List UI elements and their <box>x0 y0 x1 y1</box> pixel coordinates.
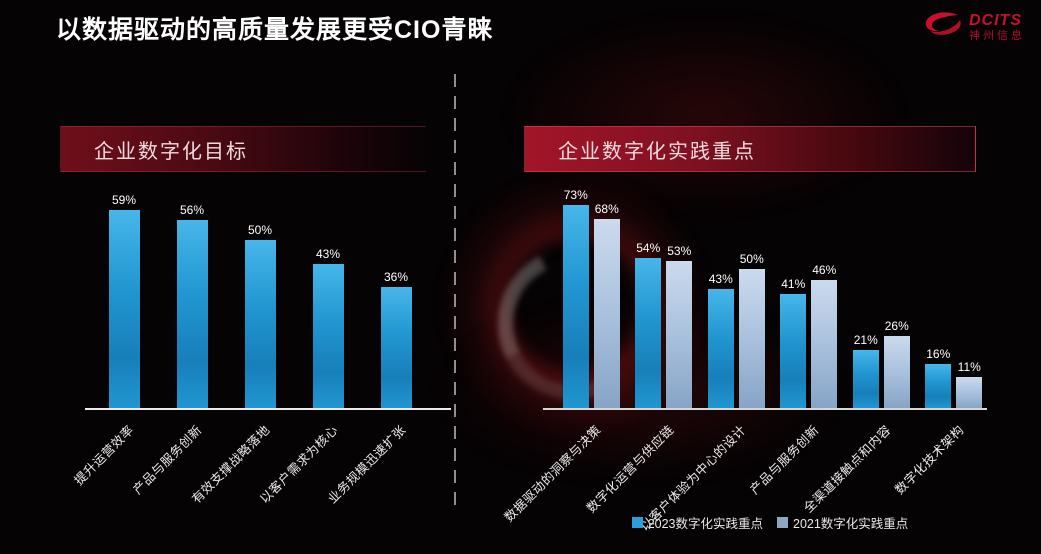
bar-value-label: 50% <box>739 252 764 267</box>
page-title: 以数据驱动的高质量发展更受CIO青睐 <box>56 16 494 44</box>
bar-column: 59% <box>108 190 140 408</box>
bar-group: 43% 50% 以客户体验为中心的设计 <box>638 186 765 534</box>
bar-column: 68% <box>593 186 620 408</box>
practice-focus-bar-chart: 73% 68% 数据驱动的洞察与决策 54% 53% 数字化运营与供应链 43% 50% 以客户… <box>502 186 990 534</box>
company-name: 神州信息 <box>969 30 1025 43</box>
bar-column: 43% <box>707 186 734 408</box>
bar-value-label: 68% <box>594 202 619 217</box>
bar <box>852 349 879 408</box>
bar-group: 41% 46% 产品与服务创新 <box>747 186 838 497</box>
bar <box>244 240 276 408</box>
bar-column: 73% <box>562 186 589 408</box>
bar-value-label: 11% <box>957 360 981 375</box>
bar <box>956 377 983 408</box>
bar-group: 36% 业务规模迅速扩张 <box>325 190 412 506</box>
bar <box>380 287 412 408</box>
right-chart-axis-line <box>543 408 987 410</box>
legend-swatch-2021 <box>777 517 788 528</box>
bar <box>707 288 734 408</box>
bar-group: 56% 产品与服务创新 <box>130 190 208 497</box>
bar-value-label: 46% <box>812 263 837 278</box>
bar-value-label: 56% <box>179 203 205 218</box>
bar <box>925 363 952 408</box>
right-chart-title: 企业数字化实践重点 <box>558 140 756 163</box>
bar <box>883 335 910 408</box>
legend-label: 2023数字化实践重点 <box>647 517 763 531</box>
bar <box>176 220 208 408</box>
legend-item: 2021数字化实践重点 <box>777 513 908 532</box>
bar-column: 16% <box>925 186 952 408</box>
bar-group: 21% 26% 全渠道接触点和内容 <box>801 186 910 515</box>
bar-value-label: 53% <box>667 243 692 258</box>
bar <box>780 294 807 408</box>
bar-value-label: 16% <box>926 346 951 361</box>
bar-column: 21% <box>852 186 879 408</box>
bar-group: 73% 68% 数据驱动的洞察与决策 <box>502 186 620 525</box>
bar-value-label: 43% <box>708 271 733 286</box>
bar-column: 46% <box>811 186 838 408</box>
bar-column: 43% <box>312 190 344 408</box>
bar-value-label: 50% <box>247 223 273 238</box>
category-label: 数字化技术架构 <box>892 422 967 498</box>
brand-logo: DCITS 神州信息 <box>920 8 1025 47</box>
bar-group: 54% 53% 数字化运营与供应链 <box>584 186 693 515</box>
bar-column: 26% <box>883 186 910 408</box>
bar-column: 54% <box>635 186 662 408</box>
bar-value-label: 43% <box>315 246 341 261</box>
bar-value-label: 41% <box>781 277 806 292</box>
brand-logo-text: DCITS 神州信息 <box>969 12 1025 43</box>
bar <box>562 205 589 408</box>
bar <box>312 263 344 408</box>
left-chart-header-banner: 企业数字化目标 <box>60 126 426 172</box>
bar <box>635 258 662 408</box>
bar-group: 59% 提升运营效率 <box>72 190 140 488</box>
dashed-divider <box>454 74 456 506</box>
bar-value-label: 73% <box>563 188 588 203</box>
bar-value-label: 36% <box>383 270 409 285</box>
left-chart-title: 企业数字化目标 <box>94 140 248 163</box>
category-label: 提升运营效率 <box>71 422 137 488</box>
chart-legend: 2023数字化实践重点 2021数字化实践重点 <box>545 513 995 532</box>
bar-column: 50% <box>738 186 765 408</box>
bar <box>738 269 765 408</box>
bar-value-label: 54% <box>636 241 661 256</box>
legend-item: 2023数字化实践重点 <box>631 513 763 532</box>
goals-bar-chart: 59% 提升运营效率 56% 产品与服务创新 50% 有效支撑战略落地 43% 以客户需求为核… <box>72 190 430 506</box>
bar-column: 50% <box>244 190 276 408</box>
left-chart-axis-line <box>85 408 451 410</box>
legend-swatch-2023 <box>631 517 643 528</box>
bar-group: 16% 11% 数字化技术架构 <box>892 186 983 497</box>
right-chart-header-banner: 企业数字化实践重点 <box>524 126 976 172</box>
bar-column: 36% <box>380 190 412 408</box>
bar-group: 43% 以客户需求为核心 <box>257 190 344 506</box>
category-label: 产品与服务创新 <box>747 422 822 498</box>
bar-column: 56% <box>176 190 208 408</box>
legend-label: 2021数字化实践重点 <box>793 517 909 531</box>
bar <box>811 280 838 408</box>
brand-name: DCITS <box>969 11 1022 29</box>
bar-column: 53% <box>666 186 693 408</box>
bar-column: 11% <box>956 186 983 408</box>
bar <box>108 210 140 408</box>
bar-group: 50% 有效支撑战略落地 <box>189 190 276 506</box>
bar <box>666 260 693 408</box>
dcits-swirl-icon <box>920 8 964 47</box>
bar-value-label: 59% <box>111 193 137 208</box>
bar-column: 41% <box>780 186 807 408</box>
bar-value-label: 21% <box>853 332 878 347</box>
bar-value-label: 26% <box>884 318 909 333</box>
bar <box>593 219 620 408</box>
